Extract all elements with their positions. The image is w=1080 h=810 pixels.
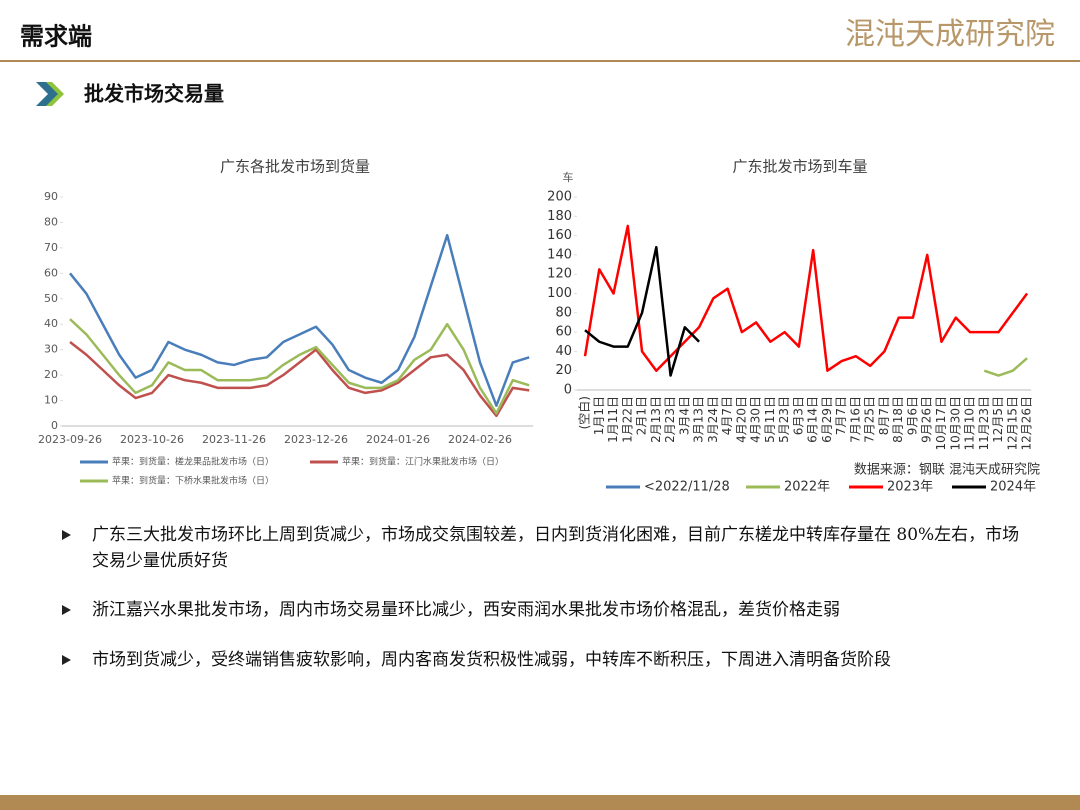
x-tick-label: 2月1日 bbox=[635, 396, 649, 435]
y-tick-label: 80 bbox=[555, 305, 572, 320]
chart-title: 广东批发市场到车量 bbox=[732, 158, 867, 176]
y-tick-label: 160 bbox=[547, 228, 572, 243]
logo: 混沌天成研究院 bbox=[845, 17, 1055, 52]
header-rule bbox=[0, 60, 1080, 62]
x-tick-label: 1月1日 bbox=[592, 396, 606, 435]
y-tick-label: 60 bbox=[555, 325, 572, 340]
y-tick-label: 40 bbox=[555, 344, 572, 359]
y-tick-label: 40 bbox=[44, 317, 58, 330]
y-tick-label: 20 bbox=[555, 363, 572, 378]
y-axis-label: 车 bbox=[563, 170, 574, 184]
series-line bbox=[69, 233, 530, 407]
x-tick-label: 2024-01-26 bbox=[366, 433, 430, 446]
x-tick-label: 2023-11-26 bbox=[202, 433, 266, 446]
x-tick-label: 2023-09-26 bbox=[38, 433, 102, 446]
y-tick-label: 90 bbox=[44, 190, 58, 203]
y-tick-label: 60 bbox=[44, 266, 58, 279]
y-tick-label: 200 bbox=[547, 190, 572, 205]
bullet: 广东三大批发市场环比上周到货减少，市场成交氛围较差，日内到货消化困难，目前广东槎… bbox=[62, 522, 1022, 574]
x-tick-label: 10月30日 bbox=[948, 396, 962, 451]
y-tick-label: 100 bbox=[547, 286, 572, 301]
x-tick-label: 6月29日 bbox=[820, 396, 834, 443]
legend-label: <2022/11/28 bbox=[644, 480, 730, 495]
legend-label: 苹果：到货量：槎龙果品批发市场（日） bbox=[112, 456, 274, 468]
legend-label: 2023年 bbox=[887, 480, 933, 495]
x-tick-label: 6月14日 bbox=[806, 396, 820, 443]
x-tick-label: 11月23日 bbox=[977, 396, 991, 451]
x-tick-label: 3月4日 bbox=[677, 396, 691, 435]
header-title: 需求端 bbox=[20, 22, 92, 51]
x-tick-label: 3月24日 bbox=[706, 396, 720, 443]
y-tick-label: 140 bbox=[547, 247, 572, 262]
x-tick-label: 2月23日 bbox=[663, 396, 677, 443]
y-tick-label: 70 bbox=[44, 241, 58, 254]
x-tick-label: 9月26日 bbox=[920, 396, 934, 443]
x-tick-label: 8月18日 bbox=[891, 396, 905, 443]
x-tick-label: 5月23日 bbox=[777, 396, 791, 443]
y-tick-label: 20 bbox=[44, 368, 58, 381]
legend-label: 2022年 bbox=[784, 480, 830, 495]
x-tick-label: 3月13日 bbox=[692, 396, 706, 443]
bullet: 市场到货减少，受终端销售疲软影响，周内客商发货积极性减弱，中转库不断积压，下周进… bbox=[62, 647, 1022, 673]
x-tick-label: 4月30日 bbox=[749, 396, 763, 443]
chevron bbox=[36, 82, 60, 106]
series-line bbox=[584, 245, 700, 377]
x-tick-label: 7月7日 bbox=[834, 396, 848, 435]
x-tick-label: 6月3日 bbox=[791, 396, 805, 435]
x-tick-label: 4月20日 bbox=[734, 396, 748, 443]
x-tick-label: 12月15日 bbox=[1005, 396, 1019, 451]
x-tick-label: 1月22日 bbox=[620, 396, 634, 443]
x-tick-label: 2月13日 bbox=[649, 396, 663, 443]
series-line bbox=[69, 318, 530, 415]
chevron bbox=[46, 82, 64, 106]
y-tick-label: 50 bbox=[44, 292, 58, 305]
series-line bbox=[983, 357, 1028, 377]
y-tick-label: 0 bbox=[564, 383, 572, 398]
x-tick-label: 12月26日 bbox=[1020, 396, 1034, 451]
series-line bbox=[69, 341, 530, 418]
x-tick-label: 2023-12-26 bbox=[284, 433, 348, 446]
y-tick-label: 80 bbox=[44, 215, 58, 228]
x-tick-label: 7月16日 bbox=[848, 396, 862, 443]
x-tick-label: 4月7日 bbox=[720, 396, 734, 435]
y-tick-label: 10 bbox=[44, 394, 58, 407]
x-tick-label: 2023-10-26 bbox=[120, 433, 184, 446]
x-tick-label: 1月11日 bbox=[606, 396, 620, 443]
section-title: 批发市场交易量 bbox=[84, 82, 224, 106]
x-tick-label: 8月7日 bbox=[877, 396, 891, 435]
x-tick-label: 12月5日 bbox=[991, 396, 1005, 443]
x-tick-label: 11月10日 bbox=[963, 396, 977, 451]
x-tick-label: 10月17日 bbox=[934, 396, 948, 451]
x-tick-label: (空白) bbox=[577, 396, 592, 429]
x-tick-label: 7月25日 bbox=[863, 396, 877, 443]
x-tick-label: 5月11日 bbox=[763, 396, 777, 443]
x-tick-label: 9月6日 bbox=[905, 396, 919, 435]
y-tick-label: 180 bbox=[547, 209, 572, 224]
legend-label: 苹果：到货量：江门水果批发市场（日） bbox=[342, 456, 504, 468]
legend-label: 2024年 bbox=[990, 480, 1036, 495]
y-tick-label: 0 bbox=[51, 419, 58, 432]
y-tick-label: 30 bbox=[44, 343, 58, 356]
y-tick-label: 120 bbox=[547, 267, 572, 282]
legend-label: 苹果：到货量：下桥水果批发市场（日） bbox=[112, 475, 274, 487]
x-tick-label: 2024-02-26 bbox=[448, 433, 512, 446]
series-line bbox=[583, 224, 1029, 372]
bullet: 浙江嘉兴水果批发市场，周内市场交易量环比减少，西安雨润水果批发市场价格混乱，差货… bbox=[62, 597, 1022, 623]
source-note: 数据来源：钢联 混沌天成研究院 bbox=[854, 463, 1040, 478]
chart-title: 广东各批发市场到货量 bbox=[220, 158, 370, 176]
footer-band bbox=[0, 795, 1080, 810]
